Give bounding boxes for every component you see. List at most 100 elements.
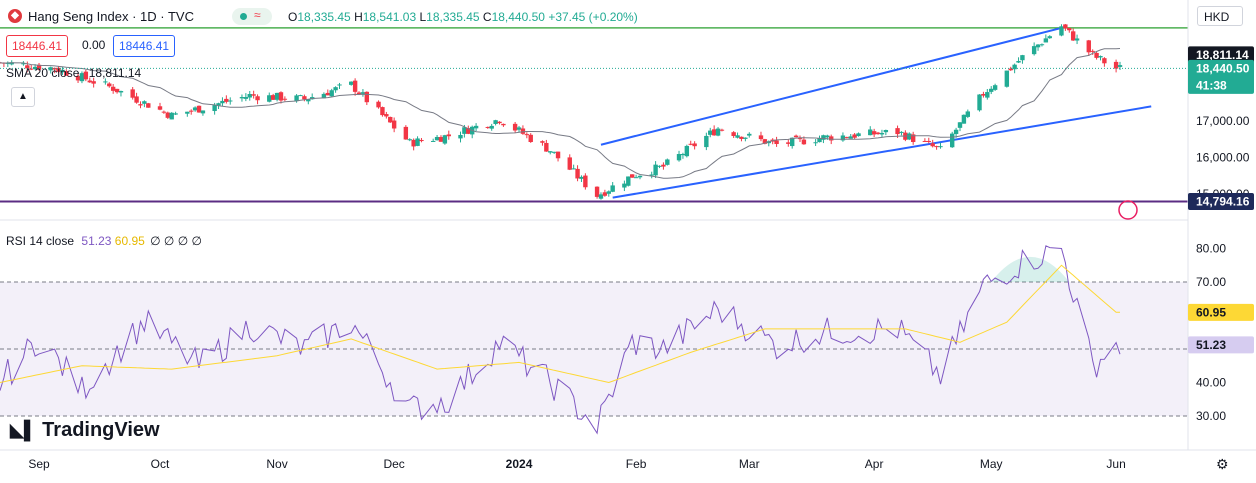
candle-body[interactable]	[403, 126, 409, 140]
candle-body[interactable]	[1094, 52, 1099, 58]
candle-body[interactable]	[692, 143, 697, 147]
candle-body[interactable]	[388, 116, 393, 123]
candle-body[interactable]	[169, 112, 174, 120]
candle-body[interactable]	[239, 97, 245, 99]
candle-body[interactable]	[36, 64, 42, 70]
candle-body[interactable]	[32, 66, 38, 70]
candle-body[interactable]	[1086, 40, 1091, 53]
candle-body[interactable]	[220, 100, 225, 104]
candle-body[interactable]	[1059, 26, 1064, 36]
candle-body[interactable]	[442, 135, 448, 144]
candle-body[interactable]	[497, 121, 502, 124]
candle-body[interactable]	[294, 95, 299, 102]
candle-body[interactable]	[446, 134, 451, 137]
candle-body[interactable]	[953, 129, 959, 135]
candle-body[interactable]	[622, 183, 627, 188]
candle-body[interactable]	[267, 95, 272, 102]
candle-body[interactable]	[103, 81, 108, 83]
candle-body[interactable]	[1063, 24, 1068, 29]
candle-body[interactable]	[21, 63, 26, 65]
candle-body[interactable]	[680, 153, 686, 156]
candle-body[interactable]	[485, 126, 491, 128]
candle-body[interactable]	[883, 130, 889, 133]
candle-body[interactable]	[114, 88, 120, 93]
candle-body[interactable]	[134, 96, 139, 103]
candle-body[interactable]	[1016, 60, 1021, 63]
candle-body[interactable]	[251, 94, 256, 96]
sell-button[interactable]: 18446.41	[6, 35, 69, 57]
candle-body[interactable]	[684, 145, 690, 157]
candle-body[interactable]	[871, 131, 877, 135]
candle-body[interactable]	[1070, 31, 1076, 41]
candle-body[interactable]	[875, 132, 881, 135]
candle-body[interactable]	[848, 136, 853, 139]
candle-body[interactable]	[825, 135, 830, 138]
candle-body[interactable]	[224, 98, 229, 102]
candle-body[interactable]	[79, 73, 85, 82]
candle-body[interactable]	[157, 106, 163, 110]
chart-title[interactable]: Hang Seng Index · 1D · TVC	[28, 9, 194, 24]
candle-body[interactable]	[629, 174, 635, 178]
candle-body[interactable]	[165, 112, 171, 118]
candle-body[interactable]	[1020, 55, 1025, 61]
candle-body[interactable]	[352, 80, 358, 92]
candle-body[interactable]	[489, 125, 494, 129]
candle-body[interactable]	[110, 86, 116, 91]
candle-body[interactable]	[708, 130, 713, 135]
candle-body[interactable]	[364, 91, 370, 103]
candle-body[interactable]	[938, 146, 943, 148]
candle-body[interactable]	[899, 131, 904, 133]
candle-body[interactable]	[384, 114, 389, 117]
candle-body[interactable]	[1008, 68, 1013, 71]
candle-body[interactable]	[520, 128, 526, 134]
candle-body[interactable]	[407, 139, 412, 141]
candle-body[interactable]	[981, 93, 986, 96]
candle-body[interactable]	[1098, 56, 1103, 58]
candle-body[interactable]	[29, 68, 34, 70]
candle-body[interactable]	[934, 146, 939, 148]
candle-body[interactable]	[247, 94, 252, 98]
candle-body[interactable]	[555, 151, 561, 159]
candle-body[interactable]	[298, 95, 303, 97]
candle-body[interactable]	[200, 110, 206, 114]
candle-body[interactable]	[118, 90, 124, 93]
candle-body[interactable]	[637, 175, 643, 178]
candle-body[interactable]	[649, 174, 654, 176]
candle-body[interactable]	[391, 120, 397, 129]
candle-body[interactable]	[83, 71, 89, 80]
candle-body[interactable]	[60, 69, 65, 73]
candle-body[interactable]	[793, 135, 799, 138]
candle-body[interactable]	[458, 134, 463, 139]
candle-body[interactable]	[907, 133, 912, 140]
candle-body[interactable]	[493, 120, 498, 124]
candle-body[interactable]	[282, 98, 288, 100]
candle-body[interactable]	[9, 62, 14, 65]
candle-body[interactable]	[922, 140, 928, 142]
candle-body[interactable]	[302, 96, 307, 100]
candle-body[interactable]	[965, 111, 971, 117]
candle-body[interactable]	[961, 114, 967, 124]
candle-body[interactable]	[306, 99, 311, 102]
candle-body[interactable]	[1117, 65, 1123, 67]
candle-body[interactable]	[789, 137, 795, 147]
candle-body[interactable]	[161, 111, 167, 113]
candle-body[interactable]	[1039, 44, 1045, 46]
candle-body[interactable]	[196, 105, 202, 113]
candle-body[interactable]	[758, 135, 764, 140]
candle-body[interactable]	[598, 194, 604, 199]
candle-body[interactable]	[56, 67, 61, 72]
candle-body[interactable]	[419, 139, 424, 142]
candle-body[interactable]	[438, 137, 444, 142]
candle-body[interactable]	[688, 143, 693, 145]
candle-body[interactable]	[665, 159, 670, 165]
candle-body[interactable]	[610, 185, 615, 192]
candle-body[interactable]	[1074, 38, 1080, 41]
candle-body[interactable]	[852, 134, 857, 138]
candle-body[interactable]	[840, 135, 846, 141]
candle-body[interactable]	[64, 70, 69, 76]
buy-button[interactable]: 18446.41	[113, 35, 176, 57]
candle-body[interactable]	[747, 133, 752, 136]
candle-body[interactable]	[957, 122, 963, 128]
candle-body[interactable]	[270, 95, 276, 100]
candle-body[interactable]	[434, 136, 440, 141]
